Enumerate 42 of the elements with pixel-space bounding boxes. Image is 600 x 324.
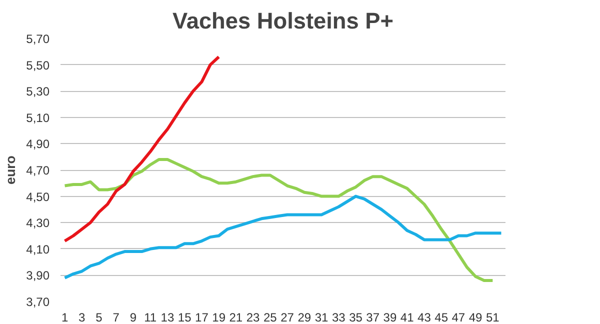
x-tick-label: 13 <box>160 310 174 324</box>
x-tick-label: 5 <box>96 310 103 324</box>
line-series <box>63 55 220 243</box>
x-tick-label: 29 <box>298 310 312 324</box>
y-tick-label: 4,70 <box>26 164 50 178</box>
y-tick-label: 4,50 <box>26 190 50 204</box>
x-tick-label: 51 <box>486 310 500 324</box>
x-tick-label: 17 <box>195 310 209 324</box>
x-tick-label: 3 <box>78 310 86 324</box>
x-tick-label: 39 <box>383 310 397 324</box>
y-axis-title: euro <box>3 156 18 184</box>
x-tick-label: 25 <box>263 310 278 324</box>
x-tick-label: 19 <box>212 310 226 324</box>
x-tick-label: 49 <box>468 310 483 324</box>
x-tick-label: 11 <box>144 310 157 324</box>
x-tick-label: 23 <box>246 310 260 324</box>
x-tick-label: 21 <box>229 310 243 324</box>
chart-title: Vaches Holsteins P+ <box>172 8 394 34</box>
y-tick-label: 5,30 <box>26 84 50 99</box>
y-tick-label: 4,10 <box>26 242 50 256</box>
x-tick-label: 37 <box>366 310 380 324</box>
y-tick-label: 5,70 <box>26 32 50 46</box>
y-tick-label: 3,90 <box>26 268 50 283</box>
x-tick-label: 1 <box>61 310 68 324</box>
line-series <box>63 194 503 280</box>
x-tick-label: 35 <box>349 310 363 324</box>
line-series <box>63 158 494 282</box>
x-tick-label: 15 <box>178 310 192 324</box>
x-tick-label: 47 <box>452 310 466 324</box>
x-tick-label: 33 <box>332 310 346 324</box>
x-tick-label: 9 <box>130 310 137 324</box>
y-tick-label: 5,10 <box>26 110 50 125</box>
x-tick-label: 43 <box>418 310 432 324</box>
x-tick-label: 31 <box>314 310 329 324</box>
y-tick-label: 4,30 <box>26 216 50 230</box>
x-tick-label: 41 <box>400 310 414 324</box>
x-tick-label: 45 <box>434 310 448 324</box>
y-tick-label: 4,90 <box>26 137 50 152</box>
y-tick-label: 3,70 <box>26 295 50 309</box>
x-tick-label: 7 <box>112 310 120 324</box>
y-tick-label: 5,50 <box>26 58 50 72</box>
x-tick-label: 27 <box>280 310 294 324</box>
